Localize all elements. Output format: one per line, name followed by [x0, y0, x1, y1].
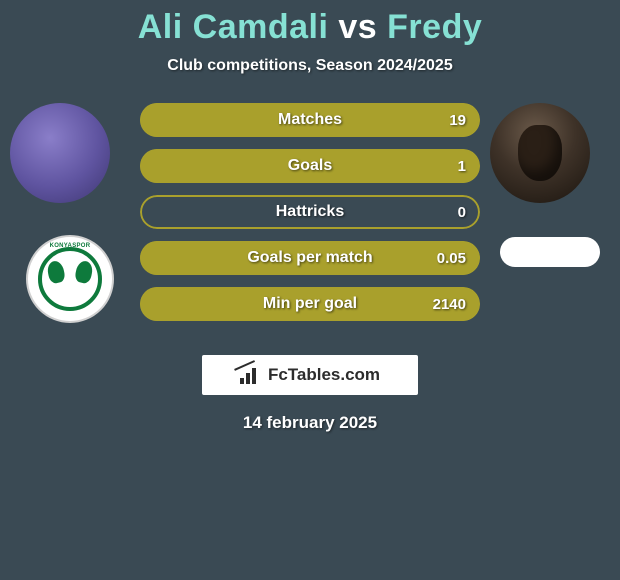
stat-bar: Min per goal2140: [140, 287, 480, 321]
stat-bars: Matches19 Goals1 Hattricks0 Goals per match…: [140, 103, 480, 333]
stat-bar: Matches19: [140, 103, 480, 137]
player2-avatar: [490, 103, 590, 203]
stat-bar-label: Hattricks: [140, 195, 480, 229]
stat-bar: Hattricks0: [140, 195, 480, 229]
stat-bar-value-right: 1: [458, 149, 466, 183]
branding-badge: FcTables.com: [202, 355, 418, 395]
stat-bar-value-right: 19: [449, 103, 466, 137]
branding-chart-icon: [240, 366, 262, 384]
player2-club-badge: [500, 237, 600, 267]
page-title: Ali Camdali vs Fredy: [0, 0, 620, 47]
player1-club-badge: KONYASPOR: [26, 235, 114, 323]
stat-bar: Goals1: [140, 149, 480, 183]
stat-bar-label: Goals: [140, 149, 480, 183]
stat-bar: Goals per match0.05: [140, 241, 480, 275]
club-badge-eagle-icon: [50, 257, 90, 291]
branding-text: FcTables.com: [268, 365, 380, 385]
title-vs: vs: [338, 8, 377, 46]
stat-bar-label: Goals per match: [140, 241, 480, 275]
stat-bar-value-right: 0: [458, 195, 466, 229]
player1-avatar: [10, 103, 110, 203]
stat-bar-value-right: 0.05: [437, 241, 466, 275]
player1-name: Ali Camdali: [138, 8, 329, 46]
player2-name: Fredy: [387, 8, 482, 46]
snapshot-date: 14 february 2025: [0, 413, 620, 433]
subtitle: Club competitions, Season 2024/2025: [0, 57, 620, 75]
stat-bar-label: Matches: [140, 103, 480, 137]
stat-bar-value-right: 2140: [433, 287, 466, 321]
comparison-panel: KONYASPOR Matches19 Goals1 Hattricks0 Goals…: [0, 103, 620, 343]
stat-bar-label: Min per goal: [140, 287, 480, 321]
